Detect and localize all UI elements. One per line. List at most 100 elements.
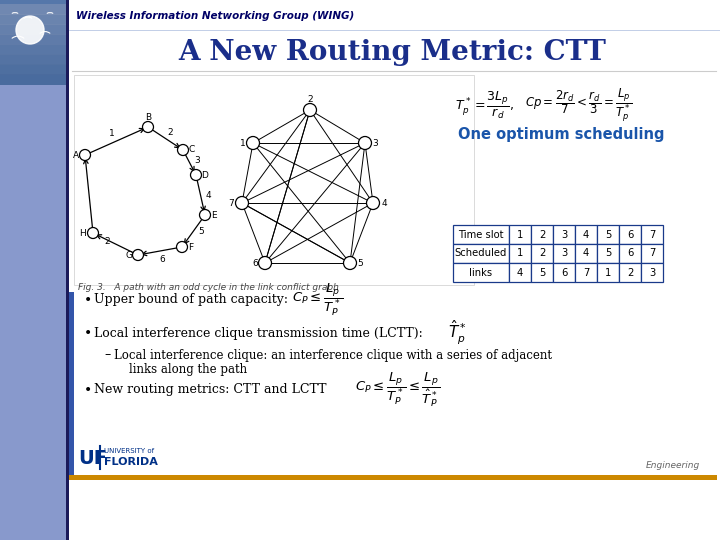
Text: FLORIDA: FLORIDA [104, 457, 158, 467]
Text: 4: 4 [381, 199, 387, 207]
FancyBboxPatch shape [453, 244, 509, 263]
Text: 2: 2 [104, 238, 110, 246]
Text: H: H [78, 228, 86, 238]
Text: G: G [125, 251, 132, 260]
Text: UNIVERSITY of: UNIVERSITY of [104, 448, 154, 454]
Text: 2: 2 [627, 267, 633, 278]
Text: 1: 1 [605, 267, 611, 278]
Text: 5: 5 [199, 227, 204, 237]
FancyBboxPatch shape [597, 225, 619, 244]
FancyBboxPatch shape [531, 244, 553, 263]
FancyBboxPatch shape [575, 225, 597, 244]
Text: Fig. 3.   A path with an odd cycle in the link conflict graph: Fig. 3. A path with an odd cycle in the … [78, 284, 339, 293]
Text: links: links [469, 267, 492, 278]
Circle shape [132, 249, 143, 260]
Text: A New Routing Metric: CTT: A New Routing Metric: CTT [178, 39, 606, 66]
Text: 3: 3 [649, 267, 655, 278]
Circle shape [359, 137, 372, 150]
Text: 6: 6 [627, 230, 633, 240]
FancyBboxPatch shape [74, 75, 474, 285]
FancyBboxPatch shape [641, 244, 663, 263]
Text: 5: 5 [357, 259, 363, 267]
Text: Local interference clique: an interference clique with a series of adjacent: Local interference clique: an interferen… [114, 348, 552, 361]
FancyBboxPatch shape [0, 54, 68, 65]
Text: A: A [73, 151, 79, 159]
Text: Time slot: Time slot [458, 230, 504, 240]
Text: links along the path: links along the path [114, 363, 247, 376]
Text: 7: 7 [582, 267, 589, 278]
Text: Engineering: Engineering [646, 462, 700, 470]
Text: Wireless Information Networking Group (WING): Wireless Information Networking Group (W… [76, 11, 354, 21]
Text: F: F [189, 242, 194, 252]
FancyBboxPatch shape [597, 263, 619, 282]
Text: 6: 6 [561, 267, 567, 278]
Text: 4: 4 [583, 230, 589, 240]
FancyBboxPatch shape [619, 263, 641, 282]
FancyBboxPatch shape [619, 244, 641, 263]
Circle shape [366, 197, 379, 210]
Text: 5: 5 [605, 230, 611, 240]
Text: 1: 1 [517, 248, 523, 259]
Text: 6: 6 [627, 248, 633, 259]
Circle shape [199, 210, 210, 220]
Text: 1: 1 [109, 130, 114, 138]
Text: 3: 3 [372, 138, 378, 147]
Text: New routing metrics: CTT and LCTT: New routing metrics: CTT and LCTT [94, 383, 326, 396]
FancyBboxPatch shape [69, 475, 717, 480]
FancyBboxPatch shape [69, 292, 74, 480]
Text: E: E [211, 211, 217, 219]
Circle shape [143, 122, 153, 132]
Text: 2: 2 [539, 248, 545, 259]
FancyBboxPatch shape [0, 4, 68, 15]
Text: 4: 4 [583, 248, 589, 259]
Text: UF: UF [78, 449, 107, 468]
FancyBboxPatch shape [453, 225, 509, 244]
Circle shape [16, 16, 44, 44]
Text: C: C [189, 145, 195, 154]
Text: $C_P \leq \dfrac{L_p}{T_P^*}$: $C_P \leq \dfrac{L_p}{T_P^*}$ [292, 282, 343, 318]
FancyBboxPatch shape [0, 64, 68, 75]
FancyBboxPatch shape [509, 244, 531, 263]
Text: 3: 3 [561, 230, 567, 240]
Circle shape [88, 227, 99, 239]
Text: •: • [84, 326, 92, 340]
FancyBboxPatch shape [509, 263, 531, 282]
Text: 4: 4 [206, 191, 211, 199]
Circle shape [176, 241, 187, 253]
FancyBboxPatch shape [641, 263, 663, 282]
Text: $\hat{T}_p^*$: $\hat{T}_p^*$ [448, 319, 467, 347]
FancyBboxPatch shape [641, 225, 663, 244]
FancyBboxPatch shape [0, 0, 68, 540]
Text: 5: 5 [605, 248, 611, 259]
FancyBboxPatch shape [597, 244, 619, 263]
Circle shape [304, 104, 317, 117]
FancyBboxPatch shape [509, 225, 531, 244]
FancyBboxPatch shape [0, 44, 68, 55]
Text: 5: 5 [539, 267, 545, 278]
Text: 1: 1 [240, 138, 246, 147]
FancyBboxPatch shape [68, 0, 720, 540]
Text: 3: 3 [561, 248, 567, 259]
FancyBboxPatch shape [0, 34, 68, 45]
Circle shape [79, 150, 91, 160]
Circle shape [191, 170, 202, 180]
Text: •: • [84, 293, 92, 307]
Text: $Cp = \dfrac{2r_d}{7} < \dfrac{r_d}{3} = \dfrac{L_p}{T_p^*}$: $Cp = \dfrac{2r_d}{7} < \dfrac{r_d}{3} =… [525, 86, 633, 124]
FancyBboxPatch shape [553, 244, 575, 263]
Text: 1: 1 [517, 230, 523, 240]
Text: Scheduled: Scheduled [455, 248, 507, 259]
Text: Upper bound of path capacity:: Upper bound of path capacity: [94, 294, 288, 307]
Circle shape [235, 197, 248, 210]
Text: 4: 4 [517, 267, 523, 278]
Text: 2: 2 [168, 128, 174, 137]
Text: •: • [84, 383, 92, 397]
Text: 7: 7 [649, 248, 655, 259]
FancyBboxPatch shape [575, 263, 597, 282]
Text: –: – [104, 348, 110, 361]
FancyBboxPatch shape [553, 263, 575, 282]
Circle shape [343, 256, 356, 269]
Text: 6: 6 [159, 254, 165, 264]
FancyBboxPatch shape [553, 225, 575, 244]
Text: 2: 2 [539, 230, 545, 240]
Text: 2: 2 [307, 96, 312, 105]
